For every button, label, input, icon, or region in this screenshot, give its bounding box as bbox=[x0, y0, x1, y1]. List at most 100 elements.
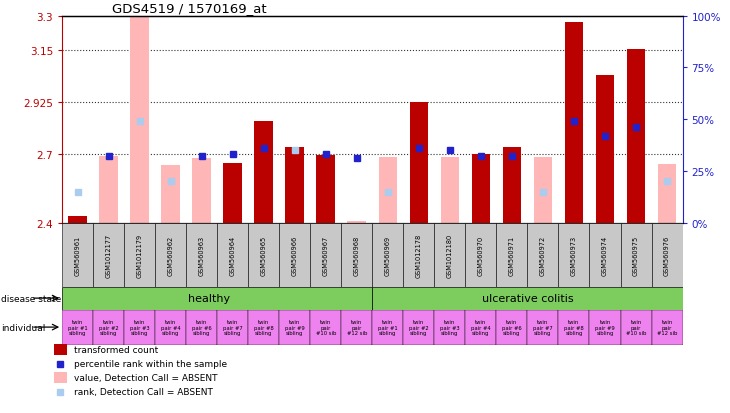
Bar bbox=[496, 223, 528, 287]
Bar bbox=[317, 155, 335, 223]
Bar bbox=[620, 310, 652, 345]
Bar bbox=[310, 223, 342, 287]
Text: ulcerative colitis: ulcerative colitis bbox=[482, 293, 573, 304]
Text: transformed count: transformed count bbox=[74, 345, 158, 354]
Text: twin
pair #1
sibling: twin pair #1 sibling bbox=[68, 319, 88, 336]
Text: GDS4519 / 1570169_at: GDS4519 / 1570169_at bbox=[112, 2, 266, 15]
Bar bbox=[218, 310, 248, 345]
Bar bbox=[54, 344, 67, 355]
Text: GSM560968: GSM560968 bbox=[354, 235, 360, 275]
Bar bbox=[62, 310, 93, 345]
Text: twin
pair
#12 sib: twin pair #12 sib bbox=[347, 319, 367, 336]
Bar bbox=[652, 310, 683, 345]
Text: value, Detection Call = ABSENT: value, Detection Call = ABSENT bbox=[74, 373, 217, 382]
Bar bbox=[255, 122, 273, 223]
Bar bbox=[590, 310, 620, 345]
Bar bbox=[62, 223, 93, 287]
Text: twin
pair #6
sibling: twin pair #6 sibling bbox=[502, 319, 522, 336]
Text: GSM1012179: GSM1012179 bbox=[137, 233, 142, 277]
Bar bbox=[310, 310, 342, 345]
Text: rank, Detection Call = ABSENT: rank, Detection Call = ABSENT bbox=[74, 387, 212, 396]
Bar bbox=[558, 310, 590, 345]
Text: twin
pair #2
sibling: twin pair #2 sibling bbox=[99, 319, 118, 336]
Bar bbox=[466, 223, 496, 287]
Bar bbox=[410, 102, 428, 223]
Text: twin
pair
#10 sib: twin pair #10 sib bbox=[315, 319, 336, 336]
Text: GSM560976: GSM560976 bbox=[664, 235, 670, 275]
Bar bbox=[186, 223, 218, 287]
Bar bbox=[626, 50, 645, 223]
Bar bbox=[124, 310, 155, 345]
Bar bbox=[131, 17, 149, 223]
Bar bbox=[404, 310, 434, 345]
Bar bbox=[62, 287, 372, 310]
Text: disease state: disease state bbox=[1, 294, 61, 303]
Bar bbox=[248, 223, 279, 287]
Bar bbox=[404, 223, 434, 287]
Bar bbox=[434, 310, 466, 345]
Bar bbox=[466, 310, 496, 345]
Text: twin
pair
#12 sib: twin pair #12 sib bbox=[657, 319, 677, 336]
Text: GSM560972: GSM560972 bbox=[540, 235, 546, 275]
Text: twin
pair #3
sibling: twin pair #3 sibling bbox=[440, 319, 460, 336]
Text: GSM560963: GSM560963 bbox=[199, 235, 204, 275]
Bar bbox=[590, 223, 620, 287]
Bar bbox=[155, 223, 186, 287]
Bar bbox=[372, 287, 683, 310]
Text: twin
pair #1
sibling: twin pair #1 sibling bbox=[378, 319, 398, 336]
Bar bbox=[285, 147, 304, 223]
Text: GSM560965: GSM560965 bbox=[261, 235, 266, 275]
Text: GSM560971: GSM560971 bbox=[509, 235, 515, 275]
Text: GSM560967: GSM560967 bbox=[323, 235, 329, 275]
Text: twin
pair #7
sibling: twin pair #7 sibling bbox=[533, 319, 553, 336]
Bar bbox=[503, 147, 521, 223]
Text: individual: individual bbox=[1, 323, 45, 332]
Bar bbox=[534, 158, 553, 223]
Text: twin
pair #3
sibling: twin pair #3 sibling bbox=[130, 319, 150, 336]
Bar bbox=[347, 222, 366, 223]
Bar bbox=[93, 223, 124, 287]
Bar bbox=[124, 223, 155, 287]
Text: GSM560975: GSM560975 bbox=[633, 235, 639, 275]
Bar bbox=[161, 166, 180, 223]
Text: twin
pair #6
sibling: twin pair #6 sibling bbox=[192, 319, 212, 336]
Bar bbox=[496, 310, 528, 345]
Bar bbox=[248, 310, 279, 345]
Text: GSM560962: GSM560962 bbox=[168, 235, 174, 275]
Text: twin
pair #2
sibling: twin pair #2 sibling bbox=[409, 319, 429, 336]
Text: GSM560973: GSM560973 bbox=[571, 235, 577, 275]
Bar bbox=[434, 223, 466, 287]
Bar bbox=[379, 158, 397, 223]
Bar bbox=[93, 310, 124, 345]
Bar bbox=[441, 158, 459, 223]
Text: twin
pair #7
sibling: twin pair #7 sibling bbox=[223, 319, 242, 336]
Text: GSM560974: GSM560974 bbox=[602, 235, 608, 275]
Text: GSM1012177: GSM1012177 bbox=[106, 233, 112, 277]
Bar bbox=[186, 310, 218, 345]
Text: twin
pair #8
sibling: twin pair #8 sibling bbox=[254, 319, 274, 336]
Text: twin
pair #4
sibling: twin pair #4 sibling bbox=[161, 319, 180, 336]
Bar bbox=[620, 223, 652, 287]
Bar bbox=[372, 223, 404, 287]
Bar bbox=[596, 76, 615, 223]
Bar bbox=[193, 159, 211, 223]
Bar bbox=[372, 310, 404, 345]
Text: GSM560961: GSM560961 bbox=[74, 235, 80, 275]
Bar bbox=[99, 157, 118, 223]
Bar bbox=[472, 154, 491, 223]
Bar bbox=[558, 223, 590, 287]
Bar bbox=[658, 164, 677, 223]
Text: twin
pair #8
sibling: twin pair #8 sibling bbox=[564, 319, 584, 336]
Bar bbox=[155, 310, 186, 345]
Bar bbox=[342, 310, 372, 345]
Text: twin
pair #9
sibling: twin pair #9 sibling bbox=[595, 319, 615, 336]
Text: GSM560964: GSM560964 bbox=[230, 235, 236, 275]
Bar bbox=[279, 310, 310, 345]
Text: GSM560966: GSM560966 bbox=[292, 235, 298, 275]
Text: GSM1012180: GSM1012180 bbox=[447, 233, 453, 277]
Text: twin
pair
#10 sib: twin pair #10 sib bbox=[626, 319, 646, 336]
Text: GSM560970: GSM560970 bbox=[478, 235, 484, 275]
Bar bbox=[218, 223, 248, 287]
Text: percentile rank within the sample: percentile rank within the sample bbox=[74, 359, 226, 368]
Bar bbox=[69, 216, 87, 223]
